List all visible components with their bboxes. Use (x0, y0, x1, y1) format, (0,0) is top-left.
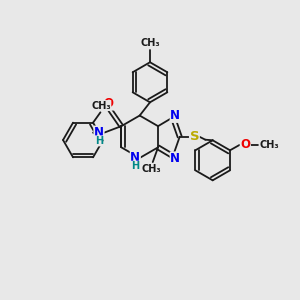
Text: S: S (190, 130, 199, 143)
Text: N: N (170, 109, 180, 122)
Text: O: O (240, 139, 250, 152)
Text: CH₃: CH₃ (142, 164, 161, 174)
Text: H: H (131, 161, 139, 171)
Text: N: N (130, 152, 140, 164)
Text: N: N (94, 126, 104, 139)
Text: N: N (170, 152, 180, 165)
Text: O: O (104, 97, 114, 110)
Text: CH₃: CH₃ (259, 140, 279, 150)
Text: CH₃: CH₃ (140, 38, 160, 48)
Text: H: H (95, 136, 103, 146)
Text: CH₃: CH₃ (91, 100, 111, 111)
